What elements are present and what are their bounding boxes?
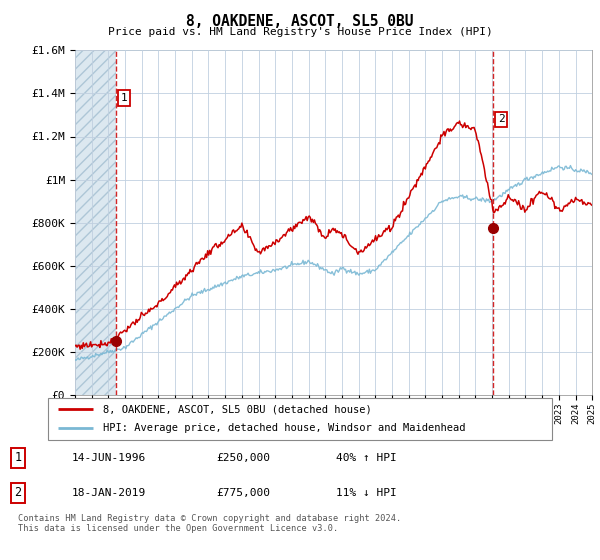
Text: 1: 1 [121, 93, 128, 102]
Text: 8, OAKDENE, ASCOT, SL5 0BU (detached house): 8, OAKDENE, ASCOT, SL5 0BU (detached hou… [103, 404, 372, 414]
Text: 11% ↓ HPI: 11% ↓ HPI [336, 488, 397, 498]
Text: Price paid vs. HM Land Registry's House Price Index (HPI): Price paid vs. HM Land Registry's House … [107, 27, 493, 37]
FancyBboxPatch shape [48, 398, 552, 440]
Text: 8, OAKDENE, ASCOT, SL5 0BU: 8, OAKDENE, ASCOT, SL5 0BU [186, 14, 414, 29]
Text: 14-JUN-1996: 14-JUN-1996 [72, 453, 146, 463]
Bar [75, 50, 116, 395]
Text: HPI: Average price, detached house, Windsor and Maidenhead: HPI: Average price, detached house, Wind… [103, 423, 466, 433]
Text: 2: 2 [498, 114, 505, 124]
Text: 18-JAN-2019: 18-JAN-2019 [72, 488, 146, 498]
Bar [75, 50, 116, 395]
Text: £775,000: £775,000 [216, 488, 270, 498]
Text: 2: 2 [14, 486, 22, 500]
Text: 40% ↑ HPI: 40% ↑ HPI [336, 453, 397, 463]
Text: Contains HM Land Registry data © Crown copyright and database right 2024.
This d: Contains HM Land Registry data © Crown c… [18, 514, 401, 534]
Text: £250,000: £250,000 [216, 453, 270, 463]
Text: 1: 1 [14, 451, 22, 464]
